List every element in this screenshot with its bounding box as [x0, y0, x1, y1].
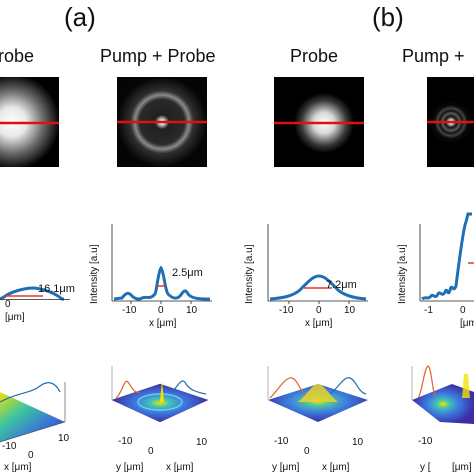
surface-plot-pump-probe-a [111, 366, 209, 423]
surface-tick: -10 [418, 436, 433, 447]
x-tick-label: 10 [344, 305, 356, 316]
projection-curve-x [417, 365, 437, 399]
surface-tick: 10 [58, 433, 70, 444]
projection-curve-y [329, 377, 367, 395]
surface-plot-probe-a [0, 382, 66, 443]
surface-x-label: x [μm] [166, 462, 194, 473]
x-tick-label: 0 [316, 305, 322, 316]
x-axis-label: x [μm] [149, 318, 177, 329]
surface-x-label-partial: [μm] [452, 462, 472, 473]
projection-curve-y [171, 380, 207, 395]
surface-tick: -10 [2, 441, 17, 452]
surface-plots [0, 365, 474, 443]
x-tick-label: -1 [424, 305, 433, 316]
surface-x-label: x [μm] [4, 462, 32, 473]
surface-plot-pump-probe-b [411, 365, 474, 424]
fwhm-label-probe-a: 16.1μm [38, 283, 75, 295]
projection-curve-x [269, 377, 307, 399]
fwhm-label-pump-probe-a: 2.5μm [172, 267, 203, 279]
surface [412, 384, 474, 424]
surface-peak [462, 374, 470, 398]
surface-y-label: y [μm] [272, 462, 300, 473]
x-axis-label-partial: [μm] [5, 312, 25, 323]
surface-tick: -10 [274, 436, 289, 447]
x-tick-label: 10 [186, 305, 198, 316]
surface-y-label: y [μm] [116, 462, 144, 473]
column-title-probe-a: robe [0, 46, 35, 66]
profile-curve [113, 265, 211, 301]
beam-image-pump-probe-a [117, 77, 207, 167]
surface-tick: 0 [148, 446, 154, 457]
profile-plot-pump-probe-a [111, 224, 212, 304]
surface-plot-probe-b [267, 366, 368, 422]
profile-plot-probe-b [267, 224, 368, 304]
x-tick-label: 0 [158, 305, 164, 316]
surface-peak [160, 380, 164, 402]
profile-plot-probe-a [0, 286, 70, 301]
surface-peak [298, 384, 338, 402]
surface-tick: 0 [28, 450, 34, 461]
x-tick-label: -10 [279, 305, 294, 316]
surface-tick: 10 [352, 437, 364, 448]
surface-y-label-partial: y [ [420, 462, 431, 473]
projection-curve [0, 382, 61, 403]
column-title-probe-b: Probe [290, 46, 339, 66]
beam-image-pump-probe-b [427, 77, 474, 167]
panel-label-a: (a) [64, 2, 96, 32]
profile-curve [421, 212, 472, 301]
projection-curve-x [115, 380, 141, 399]
x-tick-label: 0 [460, 305, 466, 316]
surface-tick: 0 [304, 446, 310, 457]
surface [112, 384, 208, 422]
surface [268, 384, 368, 422]
profile-curve [269, 274, 367, 301]
column-title-pump-probe-a: Pump + Probe [100, 46, 216, 66]
column-title-pump-probe-b: Pump + [402, 46, 465, 66]
surface-tick: 10 [196, 437, 208, 448]
surface [0, 392, 65, 442]
profile-plot-pump-probe-b [419, 212, 474, 302]
x-axis-label: x [μm] [305, 318, 333, 329]
beam-image-probe-b [274, 77, 364, 167]
surface-tick: -10 [118, 436, 133, 447]
surface-x-label: x [μm] [322, 462, 350, 473]
x-tick-label: -10 [122, 305, 137, 316]
fwhm-label-probe-b: 7.2μm [326, 279, 357, 291]
panel-label-b: (b) [372, 2, 404, 32]
x-axis-label-partial: [μm] [460, 318, 474, 329]
beam-image-probe-a [0, 77, 59, 167]
x-tick-label: 0 [5, 299, 11, 310]
profile-curve [0, 286, 64, 301]
